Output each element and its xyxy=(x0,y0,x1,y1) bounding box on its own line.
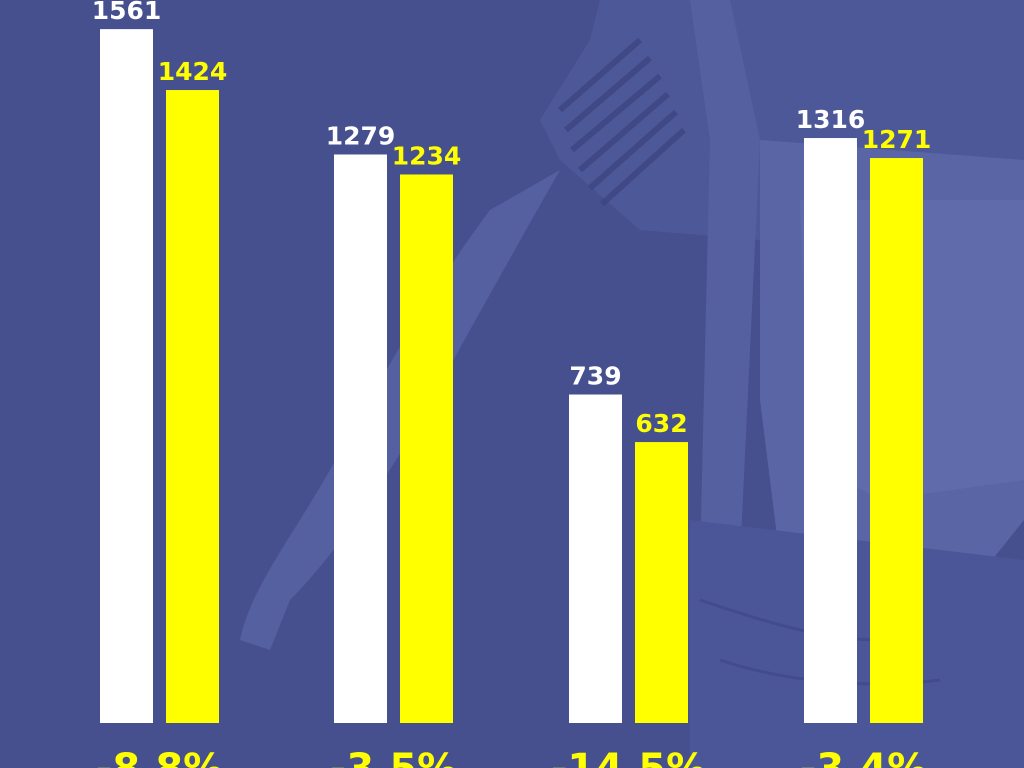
bar-yellow-3 xyxy=(635,442,688,723)
value-label-yellow-1: 1424 xyxy=(158,57,228,86)
value-label-yellow-3: 632 xyxy=(635,409,687,438)
value-label-white-4: 1316 xyxy=(796,105,866,134)
value-label-yellow-2: 1234 xyxy=(392,141,462,170)
bar-white-1 xyxy=(100,29,153,724)
photo-backpack-strap xyxy=(690,0,760,560)
value-label-white-3: 739 xyxy=(569,362,621,391)
value-label-yellow-4: 1271 xyxy=(862,125,932,154)
bar-white-2 xyxy=(334,154,387,723)
change-label-2: -3.5% xyxy=(330,746,458,768)
value-label-white-2: 1279 xyxy=(326,121,396,150)
photo-shirt-stripes xyxy=(558,37,687,207)
bar-white-4 xyxy=(804,138,857,724)
change-label-1: -8.8% xyxy=(96,746,224,768)
bar-white-3 xyxy=(569,394,622,723)
bar-yellow-2 xyxy=(400,174,453,723)
change-label-4: -3.4% xyxy=(800,746,928,768)
change-label-3: -14.5% xyxy=(551,746,706,768)
bar-yellow-4 xyxy=(870,158,923,723)
bar-yellow-1 xyxy=(166,90,219,724)
bars-layer xyxy=(100,29,923,724)
value-label-white-1: 1561 xyxy=(92,0,162,25)
